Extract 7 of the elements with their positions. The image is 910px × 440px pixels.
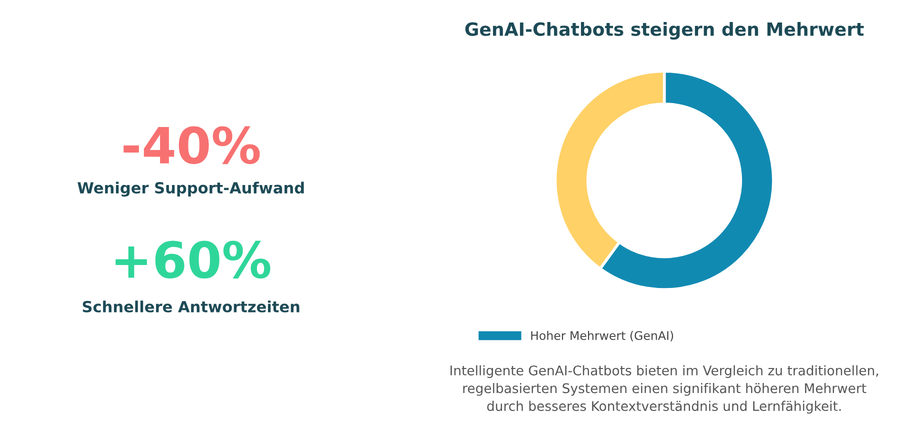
text: +60% [116,240,270,279]
chart-title: GenAI-Chatbots steigern den Mehrwert [465,22,864,40]
legend-label: Hoher Mehrwert (GenAI) [531,330,674,342]
text: -40% [124,126,260,164]
text: Schnellere Antwortzeiten [82,300,300,312]
text: Intelligente GenAI-Chatbots bieten im Vergleich zu traditionellen, regelbasierten Systemen einen signifikant höheren Mehrwert durch besseres Kontextverständnis und Lernfähigkeit. [450,365,878,414]
text: Weniger Support-Aufwand [78,182,304,197]
